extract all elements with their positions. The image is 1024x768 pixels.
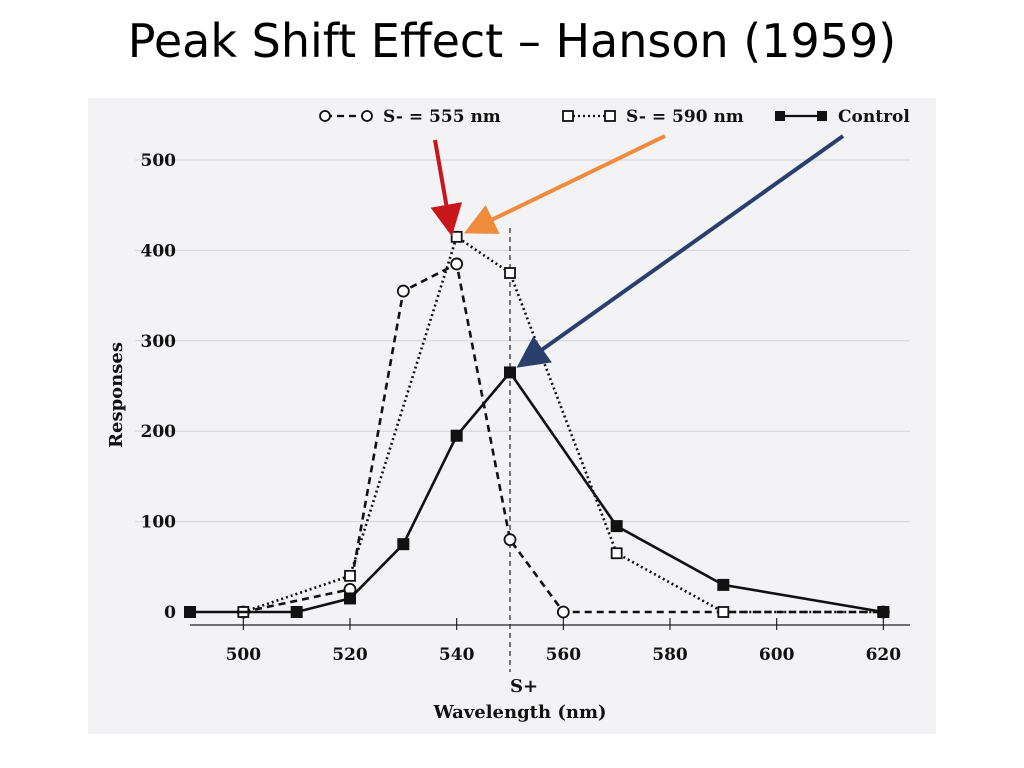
x-tick-label-580: 580 (652, 645, 688, 665)
x-tick-label-500: 500 (226, 645, 262, 665)
legend-marker (775, 111, 785, 121)
series-line-1 (242, 234, 884, 614)
legend-item-2: Control (775, 107, 910, 127)
legend-label-2: Control (838, 107, 910, 127)
legend-marker (817, 111, 827, 121)
data-point (450, 257, 464, 271)
y-tick-label-500: 500 (141, 151, 177, 171)
data-point (450, 429, 463, 442)
x-tick-label-620: 620 (866, 645, 902, 665)
splus-label: S+ (510, 676, 538, 697)
data-point (396, 284, 410, 298)
axes: 0 100 200 300 400 500 500 520 540 560 580 600 620 (141, 151, 910, 672)
data-point (877, 606, 890, 618)
y-tick-label-400: 400 (141, 241, 177, 261)
annotation-arrow-0 (430, 139, 463, 237)
annotation-arrow-1 (463, 134, 666, 234)
legend-item-0: S- = 555 nm (319, 107, 501, 127)
data-point (504, 366, 516, 379)
x-axis-label: Wavelength (nm) (432, 702, 606, 723)
y-tick-label-200: 200 (141, 422, 177, 442)
y-tick-label-100: 100 (141, 513, 177, 533)
legend-item-1: S- = 590 nm (562, 107, 744, 127)
legend-marker (604, 110, 616, 122)
series-line-0 (243, 262, 884, 614)
annotation-arrows (430, 134, 845, 368)
data-point (504, 267, 516, 279)
series-2 (184, 366, 890, 618)
series-1 (237, 230, 890, 618)
legend-marker (562, 110, 574, 122)
data-point (610, 520, 623, 533)
data-point (717, 606, 730, 618)
y-tick-label-0: 0 (164, 603, 176, 623)
data-point (344, 569, 356, 582)
data-point (610, 547, 623, 560)
legend: S- = 555 nm S- = 590 nm Control (319, 107, 910, 127)
data-point (344, 592, 356, 605)
data-point (556, 605, 570, 619)
legend-marker (319, 110, 331, 122)
x-tick-label-540: 540 (439, 645, 475, 665)
x-tick-label-520: 520 (332, 645, 368, 665)
data-point (450, 230, 463, 243)
series-layer (184, 230, 890, 619)
legend-label-0: S- = 555 nm (383, 107, 501, 127)
gridlines (135, 159, 910, 523)
y-axis-label: Responses (106, 342, 127, 448)
data-point (290, 606, 303, 618)
annotation-arrow-2 (516, 134, 845, 368)
data-point (717, 578, 730, 591)
x-tick-label-560: 560 (546, 645, 582, 665)
data-point (397, 538, 410, 551)
data-point (184, 606, 196, 618)
data-point (503, 533, 517, 547)
legend-label-1: S- = 590 nm (626, 107, 744, 127)
x-tick-label-600: 600 (759, 645, 795, 665)
y-tick-label-300: 300 (141, 332, 177, 352)
chart-figure (88, 98, 936, 734)
legend-marker (361, 110, 373, 122)
slide-title: Peak Shift Effect – Hanson (1959) (127, 14, 897, 68)
series-0 (236, 257, 890, 619)
